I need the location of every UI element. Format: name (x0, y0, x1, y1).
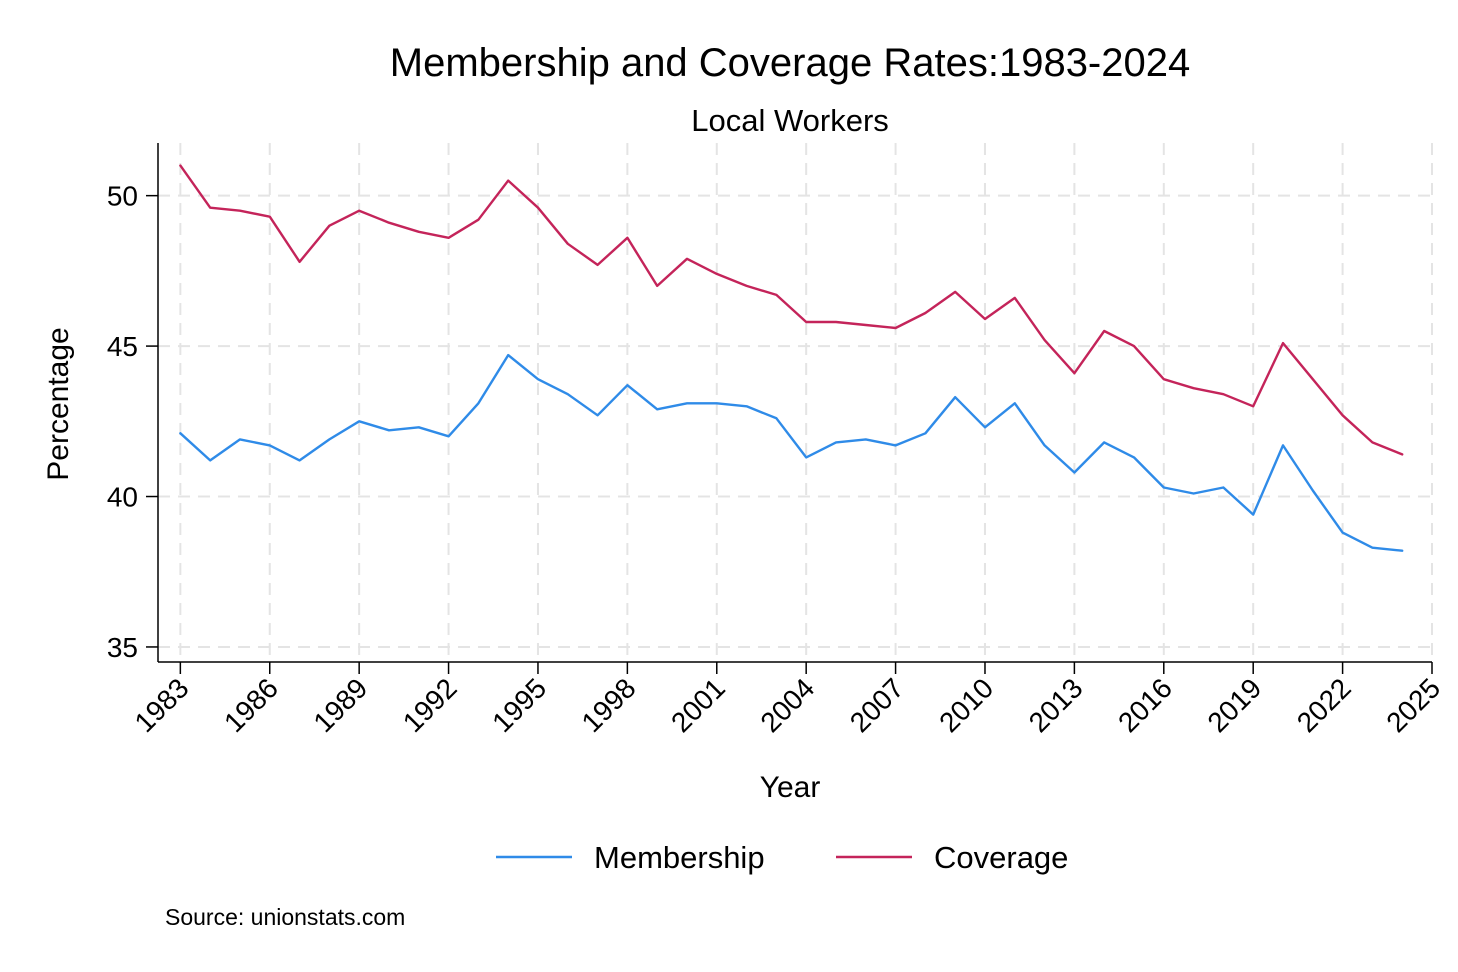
series-line-membership (179, 353, 1404, 552)
y-tick-label-40: 40 (107, 482, 138, 513)
x-tick-label-1992: 1992 (397, 672, 463, 738)
x-tick-label-1983: 1983 (129, 672, 195, 738)
legend: Membership Coverage (496, 840, 1068, 875)
y-tick-label-50: 50 (107, 181, 138, 212)
x-tick-label-2007: 2007 (844, 672, 910, 738)
legend-label-membership: Membership (594, 840, 765, 875)
axes (157, 143, 1432, 663)
chart-title: Membership and Coverage Rates:1983-2024 (390, 41, 1191, 85)
x-tick-label-2016: 2016 (1112, 672, 1178, 738)
x-tick-label-2019: 2019 (1201, 672, 1267, 738)
x-tick-label-1995: 1995 (486, 672, 552, 738)
x-tick-label-2013: 2013 (1023, 672, 1089, 738)
series-line-coverage (179, 164, 1404, 456)
y-axis-ticks: 35 40 45 50 (107, 181, 158, 663)
x-tick-label-2022: 2022 (1291, 672, 1357, 738)
source-note: Source: unionstats.com (165, 904, 405, 930)
x-tick-label-1998: 1998 (576, 672, 642, 738)
x-tick-label-2010: 2010 (933, 672, 999, 738)
y-tick-label-35: 35 (107, 632, 138, 663)
y-axis-label: Percentage (42, 327, 75, 480)
x-axis-label: Year (760, 771, 821, 804)
y-tick-label-45: 45 (107, 331, 138, 362)
data-series (179, 164, 1404, 552)
chart-subtitle: Local Workers (691, 103, 889, 138)
gridlines (158, 143, 1433, 662)
x-tick-label-2004: 2004 (754, 672, 820, 738)
legend-label-coverage: Coverage (934, 840, 1068, 875)
x-tick-label-1989: 1989 (307, 672, 373, 738)
x-tick-label-2025: 2025 (1380, 672, 1446, 738)
x-axis-ticks: 1983 1986 1989 1992 1995 1998 2001 2004 2007 2010… (129, 662, 1446, 738)
x-tick-label-2001: 2001 (665, 672, 731, 738)
x-tick-label-1986: 1986 (218, 672, 284, 738)
